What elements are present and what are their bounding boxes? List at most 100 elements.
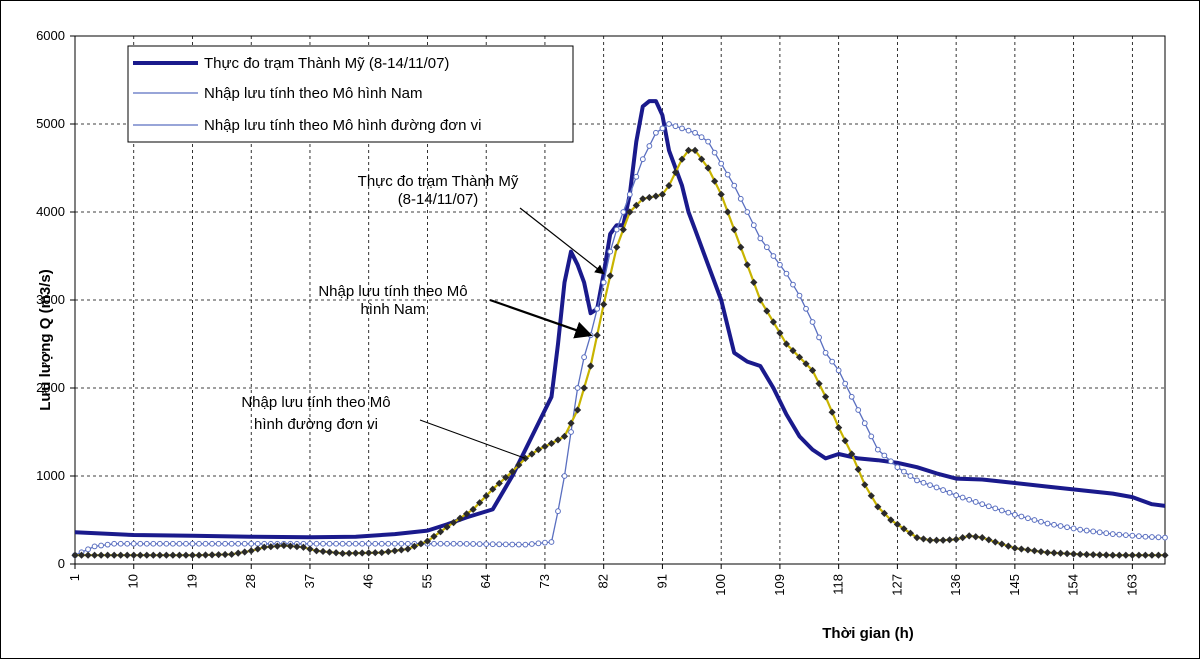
marker-unit-hydrograph bbox=[567, 419, 575, 427]
marker-unit-hydrograph bbox=[613, 243, 621, 251]
marker-unit-hydrograph bbox=[267, 543, 275, 551]
legend: Thực đo trạm Thành Mỹ (8-14/11/07) Nhập … bbox=[127, 45, 574, 143]
marker-unit-hydrograph bbox=[358, 549, 366, 557]
marker-nam bbox=[548, 539, 555, 545]
marker-unit-hydrograph bbox=[195, 551, 203, 559]
marker-unit-hydrograph bbox=[808, 366, 817, 374]
marker-nam bbox=[1149, 534, 1155, 540]
marker-unit-hydrograph bbox=[573, 406, 582, 414]
marker-unit-hydrograph bbox=[665, 182, 673, 190]
marker-unit-hydrograph bbox=[188, 551, 197, 559]
marker-unit-hydrograph bbox=[900, 525, 908, 533]
marker-unit-hydrograph bbox=[835, 424, 843, 432]
marker-unit-hydrograph bbox=[959, 534, 967, 542]
marker-nam bbox=[391, 540, 398, 547]
marker-nam bbox=[235, 540, 242, 547]
marker-nam bbox=[848, 393, 855, 400]
marker-unit-hydrograph bbox=[606, 272, 614, 280]
marker-nam bbox=[568, 429, 574, 435]
marker-unit-hydrograph bbox=[795, 353, 804, 361]
marker-nam bbox=[470, 541, 477, 547]
marker-unit-hydrograph bbox=[77, 551, 86, 559]
marker-nam bbox=[333, 540, 339, 547]
legend-box bbox=[127, 45, 574, 143]
marker-unit-hydrograph bbox=[130, 551, 138, 559]
marker-nam bbox=[718, 160, 725, 167]
marker-unit-hydrograph bbox=[1109, 551, 1117, 559]
marker-unit-hydrograph bbox=[815, 380, 823, 388]
x-tick-label: 10 bbox=[126, 574, 141, 588]
y-tick-label: 3000 bbox=[36, 292, 65, 307]
marker-unit-hydrograph bbox=[1070, 550, 1078, 558]
marker-nam bbox=[1018, 513, 1025, 520]
marker-nam bbox=[685, 127, 692, 134]
marker-nam bbox=[1057, 523, 1064, 529]
marker-nam bbox=[953, 492, 960, 499]
marker-unit-hydrograph bbox=[208, 551, 216, 559]
marker-nam bbox=[326, 540, 333, 547]
marker-unit-hydrograph bbox=[1037, 548, 1045, 556]
marker-nam bbox=[313, 540, 320, 547]
marker-nam bbox=[1005, 509, 1012, 516]
marker-unit-hydrograph bbox=[339, 549, 347, 558]
marker-nam bbox=[705, 138, 712, 145]
marker-nam bbox=[829, 358, 836, 365]
marker-nam bbox=[1122, 532, 1129, 539]
marker-nam bbox=[1116, 531, 1123, 538]
marker-nam bbox=[137, 540, 144, 547]
marker-unit-hydrograph bbox=[737, 243, 745, 251]
marker-nam bbox=[202, 540, 209, 547]
marker-unit-hydrograph bbox=[913, 534, 921, 542]
marker-unit-hydrograph bbox=[750, 278, 758, 286]
marker-nam bbox=[666, 121, 672, 127]
x-tick-label: 154 bbox=[1066, 574, 1081, 596]
marker-nam bbox=[901, 468, 907, 475]
marker-nam bbox=[1051, 521, 1057, 528]
marker-nam bbox=[483, 541, 490, 548]
marker-nam bbox=[966, 496, 973, 503]
marker-unit-hydrograph bbox=[600, 300, 608, 308]
x-tick-label: 37 bbox=[302, 574, 317, 588]
marker-unit-hydrograph bbox=[861, 481, 869, 489]
annotation-2: Nhập lưu tính theo Mô hình đường đơn vi bbox=[241, 394, 526, 459]
marker-unit-hydrograph bbox=[658, 190, 667, 198]
marker-nam bbox=[724, 171, 731, 178]
marker-unit-hydrograph bbox=[782, 340, 791, 348]
marker-unit-hydrograph bbox=[319, 547, 327, 556]
marker-unit-hydrograph bbox=[332, 549, 340, 557]
marker-unit-hydrograph bbox=[952, 535, 960, 543]
marker-unit-hydrograph bbox=[391, 547, 399, 555]
marker-unit-hydrograph bbox=[1004, 542, 1012, 550]
marker-unit-hydrograph bbox=[547, 439, 556, 448]
annotation-arrow bbox=[519, 207, 605, 275]
marker-unit-hydrograph bbox=[430, 532, 438, 541]
marker-nam bbox=[750, 222, 757, 229]
marker-unit-hydrograph bbox=[463, 510, 471, 518]
marker-unit-hydrograph bbox=[684, 146, 693, 154]
annotation-arrow bbox=[419, 419, 526, 459]
marker-unit-hydrograph bbox=[280, 541, 288, 550]
marker-unit-hydrograph bbox=[1102, 551, 1110, 559]
marker-unit-hydrograph bbox=[802, 360, 810, 368]
x-tick-label: 163 bbox=[1124, 574, 1139, 596]
marker-unit-hydrograph bbox=[241, 548, 249, 556]
marker-nam bbox=[228, 540, 235, 547]
marker-nam bbox=[894, 464, 901, 471]
marker-nam bbox=[522, 541, 529, 548]
marker-unit-hydrograph bbox=[1128, 551, 1136, 559]
marker-nam bbox=[581, 354, 588, 361]
marker-nam bbox=[124, 540, 131, 547]
marker-unit-hydrograph bbox=[495, 479, 503, 487]
marker-nam bbox=[652, 129, 659, 136]
marker-unit-hydrograph bbox=[1122, 551, 1130, 559]
marker-nam bbox=[542, 539, 548, 546]
marker-nam bbox=[620, 209, 627, 215]
marker-unit-hydrograph bbox=[619, 226, 627, 234]
marker-nam bbox=[816, 334, 822, 341]
marker-nam bbox=[496, 541, 503, 548]
marker-unit-hydrograph bbox=[939, 536, 947, 544]
marker-nam bbox=[91, 543, 98, 550]
marker-unit-hydrograph bbox=[1135, 551, 1143, 559]
marker-nam bbox=[98, 542, 105, 549]
